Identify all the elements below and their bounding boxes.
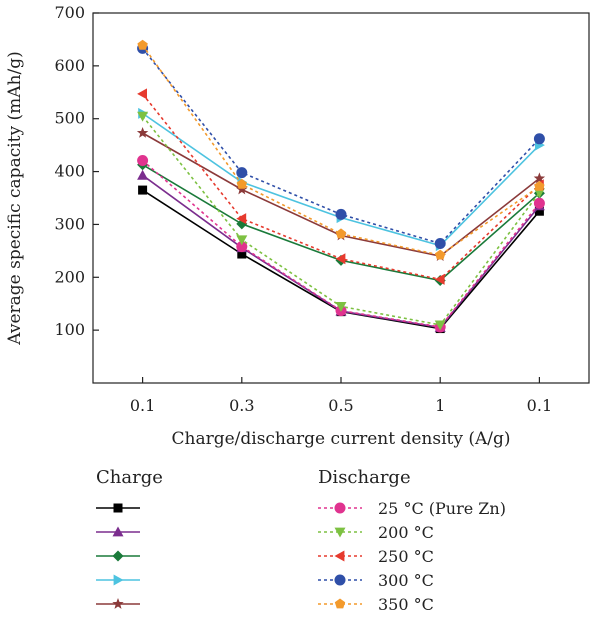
data-point [533, 172, 546, 184]
y-tick-label: 100 [54, 320, 85, 339]
legend-marker [112, 598, 124, 609]
data-point [533, 197, 545, 209]
data-point [434, 320, 446, 331]
legend-marker [113, 503, 123, 513]
legend-marker [113, 574, 124, 586]
legend-label: 300 °C [378, 571, 434, 590]
data-point [236, 241, 248, 253]
legend-marker [334, 527, 346, 538]
legend-label: 250 °C [378, 547, 434, 566]
data-point [236, 183, 248, 195]
series-8 [137, 42, 545, 249]
y-tick-label: 200 [54, 267, 85, 286]
x-axis: 0.1 0.3 0.5 1 0.1 [130, 377, 552, 415]
data-point [236, 235, 248, 246]
series-5 [137, 154, 545, 333]
series-line [141, 44, 540, 256]
legend-marker [112, 550, 124, 562]
legend-marker [334, 598, 346, 609]
data-point [236, 213, 247, 225]
data-point [434, 237, 446, 249]
data-point [138, 185, 148, 195]
x-tick-label: 0.5 [328, 396, 353, 415]
data-point [434, 273, 445, 285]
data-point [137, 169, 149, 180]
data-point [237, 249, 247, 259]
y-tick-label: 600 [54, 56, 85, 75]
legend-label: 25 °C (Pure Zn) [378, 499, 506, 518]
data-point [335, 208, 347, 220]
legend-marker [334, 502, 346, 514]
legend-charge-title: Charge [96, 467, 163, 488]
data-point [335, 253, 346, 265]
data-point [335, 302, 347, 312]
data-point [136, 127, 149, 138]
series-line [141, 93, 540, 281]
series-layer [136, 39, 546, 334]
x-tick-label: 0.1 [130, 396, 155, 415]
data-point [533, 133, 545, 145]
legend-label: 350 °C [378, 595, 434, 614]
x-tick-label: 0.3 [229, 396, 254, 415]
data-point [137, 111, 149, 122]
legend-marker [112, 526, 124, 537]
y-tick-label: 400 [54, 162, 85, 181]
x-axis-label: Charge/discharge current density (A/g) [171, 429, 510, 449]
legend-label: 200 °C [378, 523, 434, 542]
y-axis: 100 200 300 400 500 600 700 [54, 3, 99, 339]
data-point [236, 178, 247, 189]
x-tick-label: 1 [435, 396, 445, 415]
legend-marker [334, 574, 346, 586]
legend-discharge-title: Discharge [318, 467, 411, 488]
y-axis-label: Average specific capacity (mAh/g) [5, 51, 25, 345]
data-point [534, 180, 545, 191]
data-point [236, 167, 248, 179]
series-9 [137, 39, 545, 260]
data-point [534, 206, 544, 216]
series-line [142, 159, 541, 328]
data-point [137, 39, 148, 50]
legend-marker [334, 550, 345, 562]
data-point [335, 228, 347, 239]
y-tick-label: 500 [54, 109, 85, 128]
y-tick-label: 300 [54, 214, 85, 233]
data-point [137, 88, 147, 100]
data-point [137, 154, 149, 166]
y-tick-label: 700 [54, 3, 85, 22]
legend: 25 °C (Pure Zn) 200 °C 250 °C 300 °C 350 °C [96, 499, 506, 614]
data-point [435, 249, 446, 260]
series-7 [137, 88, 544, 285]
x-tick-label: 0.1 [527, 396, 552, 415]
series-4 [136, 127, 546, 261]
